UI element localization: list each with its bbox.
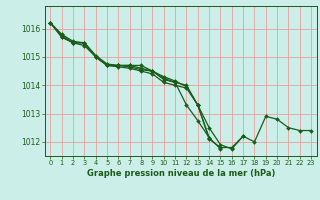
- X-axis label: Graphe pression niveau de la mer (hPa): Graphe pression niveau de la mer (hPa): [87, 169, 275, 178]
